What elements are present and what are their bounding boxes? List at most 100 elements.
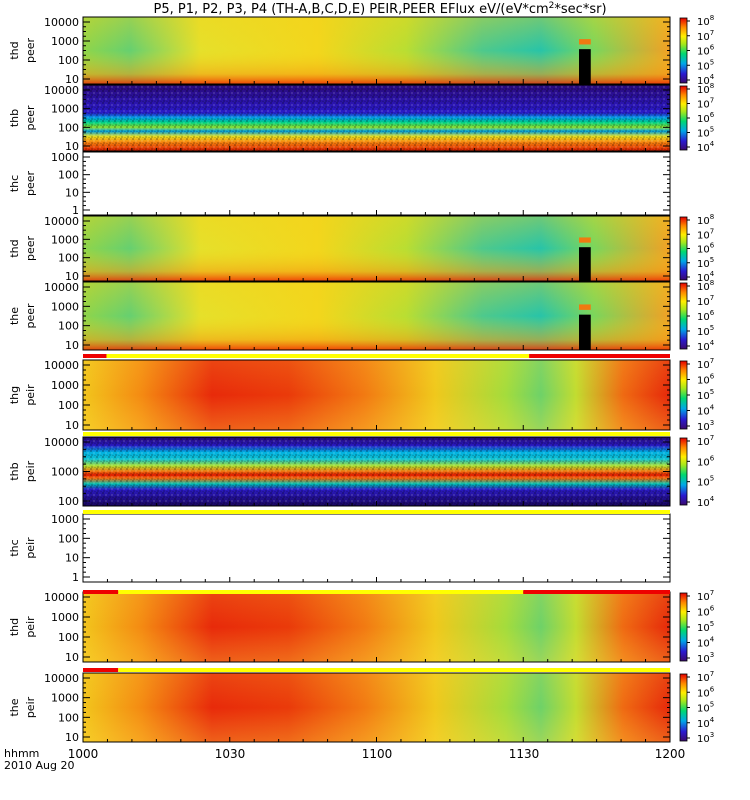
data-gap-edge (579, 237, 591, 243)
panel-frame (82, 513, 671, 583)
color-bar-label: 104 (697, 73, 715, 87)
mode-bar-segment (83, 668, 119, 672)
color-bar-base: 10 (697, 422, 710, 433)
panel-label-probe: thg (8, 386, 21, 404)
color-bar-exponent: 6 (710, 111, 715, 119)
y-tick-label: 10000 (44, 281, 79, 294)
color-bar-exponent: 4 (710, 73, 715, 81)
y-tick-label: 10 (65, 140, 79, 153)
y-tick-label: 10 (65, 651, 79, 664)
color-bar-exponent: 4 (710, 716, 715, 724)
color-bar-label: 104 (697, 339, 715, 353)
color-bar-exponent: 3 (710, 731, 714, 739)
color-bar-base: 10 (697, 407, 710, 418)
color-bar-label: 104 (697, 404, 715, 418)
spectrogram-noise (83, 85, 670, 151)
color-bar-scale (679, 282, 688, 350)
color-bar-exponent: 3 (710, 651, 714, 659)
color-bar-label: 107 (697, 294, 714, 308)
color-bar-exponent: 6 (710, 454, 715, 462)
color-bar-base: 10 (697, 76, 710, 87)
color-bar-label: 106 (697, 242, 715, 256)
color-bar-exponent: 4 (710, 404, 715, 412)
panel-label-probe: thd (8, 618, 21, 636)
color-bar-exponent: 6 (710, 242, 715, 250)
color-bar-label: 105 (697, 58, 714, 72)
mode-bar-segment (83, 510, 670, 514)
color-bar-label: 107 (697, 97, 714, 111)
panel-label: the peir (8, 696, 37, 718)
color-bar-scale (679, 216, 688, 281)
panel-label-product: peer (24, 236, 37, 262)
color-bar-label: 105 (697, 126, 714, 140)
mode-bar-segment (529, 354, 670, 358)
color-bar-label: 107 (697, 589, 714, 603)
color-bar-base: 10 (697, 342, 710, 353)
color-bar-exponent: 7 (710, 357, 714, 365)
x-tick-label-3: 1130 (509, 747, 540, 761)
panel-label-product: peer (24, 171, 37, 197)
color-bar-label: 103 (697, 731, 714, 745)
color-bar-exponent: 5 (710, 324, 714, 332)
color-bar-base: 10 (697, 592, 710, 603)
y-tick-label: 10 (65, 731, 79, 744)
y-tick-label: 1000 (51, 692, 79, 705)
y-tick-label: 10000 (44, 215, 79, 228)
spectrogram-shading (83, 673, 670, 742)
panel-thc-peer: 1 10 100 1000 thc peer (8, 151, 671, 217)
mode-bar-segment (118, 590, 524, 594)
panel-label-product: peer (24, 105, 37, 131)
color-bar-label: 104 (697, 495, 715, 509)
color-bar-base: 10 (697, 478, 710, 489)
color-bar-label: 106 (697, 309, 715, 323)
y-tick-label: 100 (58, 169, 79, 182)
color-bar-exponent: 7 (710, 29, 714, 37)
data-gap-block (579, 49, 591, 84)
y-tick-label: 10000 (44, 84, 79, 97)
y-axis: 10 100 1000 10000 (44, 591, 670, 664)
color-bar-base: 10 (697, 282, 710, 293)
color-bar-base: 10 (697, 259, 710, 270)
color-bar-scale (679, 673, 688, 742)
color-bar-exponent: 6 (710, 373, 715, 381)
panel-label-probe: thc (8, 539, 21, 556)
panel-label: thg peir (8, 384, 37, 406)
y-tick-label: 100 (58, 532, 79, 545)
panel-label-product: peir (24, 384, 37, 406)
x-tick-label-1: 1030 (215, 747, 246, 761)
color-bar-base: 10 (697, 498, 710, 509)
y-tick-label: 100 (58, 252, 79, 265)
color-bar-label: 104 (697, 140, 715, 154)
y-tick-label: 1000 (51, 300, 79, 313)
panel-label: thd peir (8, 616, 37, 638)
color-bar-label: 106 (697, 373, 715, 387)
color-bar-base: 10 (697, 100, 710, 111)
color-bar-base: 10 (697, 273, 710, 284)
x-corner-label: hhmm (4, 747, 39, 760)
y-tick-label: 10 (65, 339, 79, 352)
color-bar-base: 10 (697, 312, 710, 323)
color-bar-base: 10 (697, 623, 710, 634)
y-axis: 1 10 100 1000 (51, 151, 670, 217)
color-bar-label: 105 (697, 701, 714, 715)
y-tick-label: 1000 (51, 151, 79, 164)
data-gap-block (579, 247, 591, 281)
color-bar-label: 105 (697, 388, 714, 402)
color-bar-exponent: 5 (710, 256, 714, 264)
color-bar-label: 104 (697, 716, 715, 730)
spectrogram-shading (83, 360, 670, 430)
color-bar-exponent: 4 (710, 140, 715, 148)
panel-label-product: peer (24, 303, 37, 329)
y-axis: 10 100 1000 10000 (44, 16, 670, 86)
panel-frame (82, 151, 671, 216)
